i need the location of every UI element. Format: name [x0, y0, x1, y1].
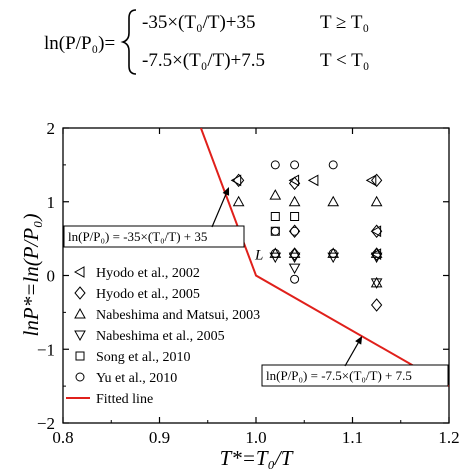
y-tick-label: −1: [37, 340, 55, 359]
data-point-triangle-up: [288, 195, 301, 207]
legend-label-hyodo-2005: Hyodo et al., 2005: [96, 287, 200, 302]
data-point-triangle-down: [269, 252, 282, 264]
legend-symbol-square: [75, 351, 85, 361]
legend: Hyodo et al., 2002 Hyodo et al., 2005 Na…: [66, 266, 260, 407]
data-point-diamond: [370, 224, 383, 239]
equation-case2-expression: -7.5×(T₀/T)+7.5: [142, 50, 265, 71]
data-point-square: [270, 212, 280, 221]
data-point-triangle-up: [269, 189, 282, 200]
data-point-diamond: [370, 247, 383, 261]
annotation-lower-box: [261, 364, 449, 387]
legend-symbol-triangle-up: [74, 307, 86, 319]
data-point-square: [290, 212, 300, 221]
data-point-circle: [290, 160, 300, 170]
equation-lhs: ln(P/P₀)=: [44, 33, 115, 54]
data-point-diamond: [370, 173, 383, 188]
annotation-upper-text: ln(P/P₀) = -35×(T₀/T) + 35: [68, 229, 207, 244]
data-point-circle: [270, 160, 280, 170]
equation-case1-condition: T ≥ T₀: [320, 12, 369, 33]
data-point-circle: [328, 248, 338, 258]
y-axis-title: lnP*=ln(P/P₀): [19, 214, 43, 337]
legend-label-yu-2010: Yu et al., 2010: [96, 371, 177, 386]
fitted-line: [199, 128, 449, 387]
data-point-diamond: [288, 176, 301, 191]
legend-label-fitted-line: Fitted line: [96, 392, 153, 407]
data-point-triangle-left: [307, 174, 319, 187]
legend-symbol-triangle-left: [73, 266, 85, 278]
y-tick-label: 2: [47, 119, 56, 138]
legend-symbol-circle: [75, 372, 85, 382]
data-point-triangle-down: [370, 278, 383, 289]
data-point-diamond: [288, 247, 301, 261]
y-tick-label: 0: [47, 267, 56, 286]
data-point-circle: [270, 248, 280, 258]
data-point-triangle-down: [370, 252, 383, 264]
legend-label-nabeshima-matsui-2003: Nabeshima and Matsui, 2003: [96, 308, 260, 323]
data-point-triangle-left: [365, 174, 377, 187]
break-point-label: L: [254, 247, 263, 263]
data-point-circle: [270, 226, 280, 236]
data-markers: [230, 160, 383, 312]
equation-case1-expression: -35×(T₀/T)+35: [142, 12, 256, 33]
legend-label-nabeshima-2005: Nabeshima et al., 2005: [96, 329, 225, 344]
annotation-upper-arrow: [211, 194, 227, 228]
y-tick-label: −2: [37, 414, 55, 433]
annotation-lower-arrowhead: [355, 335, 363, 345]
fitted-line-path: [199, 128, 449, 387]
legend-label-hyodo-2002: Hyodo et al., 2002: [96, 266, 200, 281]
axis-ticks: [62, 127, 450, 424]
data-point-diamond: [232, 173, 245, 188]
data-point-diamond: [370, 298, 383, 312]
x-tick-label: 0.9: [149, 428, 170, 447]
data-point-triangle-up: [327, 195, 340, 207]
x-axis-title: T*=T₀/T: [220, 446, 294, 470]
annotation-upper-box: [63, 225, 245, 248]
annotation-lower-arrow: [344, 342, 359, 367]
annotation-upper-arrowhead: [222, 187, 230, 196]
data-point-triangle-up: [370, 195, 383, 207]
x-tick-label: 1.0: [245, 428, 266, 447]
data-point-triangle-up: [232, 195, 245, 207]
legend-symbol-triangle-down: [74, 330, 86, 342]
legend-symbol-diamond: [74, 286, 86, 300]
equation-brace: [120, 9, 137, 75]
x-tick-label: 1.2: [438, 428, 459, 447]
data-point-circle: [290, 226, 300, 236]
data-point-triangle-down: [288, 252, 301, 264]
x-tick-label: 1.1: [342, 428, 363, 447]
data-point-triangle-down: [288, 263, 301, 275]
legend-label-song-2010: Song et al., 2010: [96, 350, 191, 365]
equation-panel: ln(P/P₀)= -35×(T₀/T)+35 T ≥ T₀ -7.5×(T₀/…: [44, 9, 369, 75]
annotation-lower: ln(P/P₀) = -7.5×(T₀/T) + 7.5: [261, 335, 449, 387]
data-point-circle: [290, 274, 300, 284]
equation-case2-condition: T < T₀: [320, 50, 369, 71]
data-point-triangle-down: [327, 252, 340, 264]
annotation-lower-text: ln(P/P₀) = -7.5×(T₀/T) + 7.5: [266, 368, 412, 383]
data-point-circle: [328, 160, 338, 170]
y-tick-label: 1: [47, 193, 56, 212]
data-point-triangle-left: [370, 225, 382, 238]
x-tick-label: 0.8: [52, 428, 73, 447]
annotation-upper: ln(P/P₀) = -35×(T₀/T) + 35: [63, 187, 245, 248]
axis-tick-labels: 0.8 0.9 1.0 1.1 1.2 −2 −1 0 1 2: [37, 119, 460, 447]
